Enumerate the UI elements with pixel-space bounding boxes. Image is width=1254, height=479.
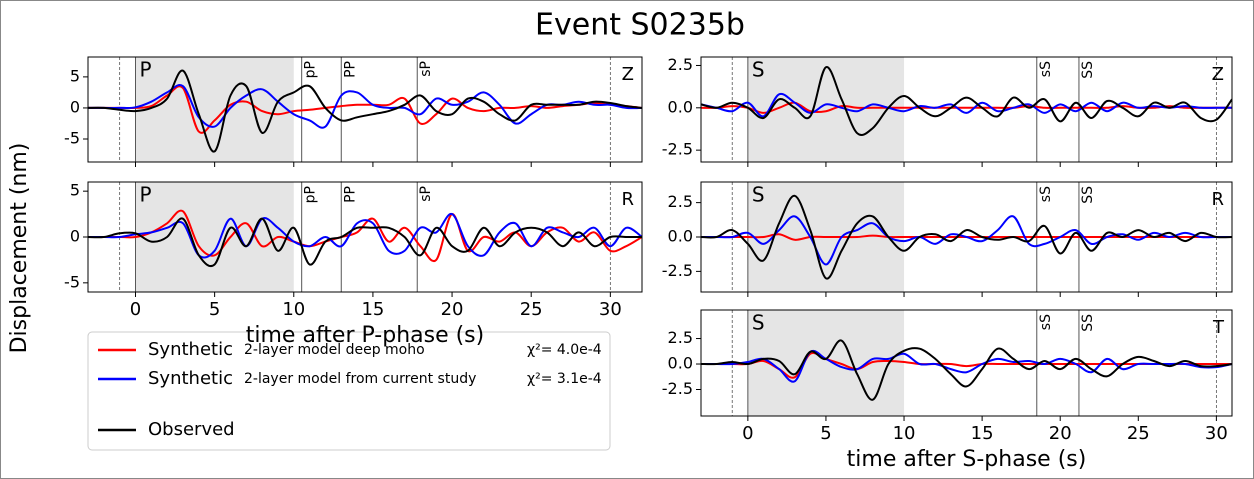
phase-label: S [752, 311, 765, 335]
y-axis-label: Displacement (nm) [7, 143, 32, 354]
traces [701, 339, 1232, 401]
phase-line-label: PP [342, 186, 358, 203]
x-tick-label: 30 [599, 299, 622, 320]
y-tick-label: 0 [70, 97, 80, 116]
x-tick-label: 30 [1205, 423, 1228, 444]
panel-frame [700, 309, 1233, 417]
component-label: Z [622, 64, 634, 85]
legend-label: Synthetic [148, 339, 233, 360]
x-tick-label: 10 [282, 299, 305, 320]
x-tick-label: 25 [1127, 423, 1150, 444]
x-tick-label: 0 [742, 423, 753, 444]
x-tick-label: 15 [361, 299, 384, 320]
phase-line-label: pP [303, 186, 319, 203]
component-label: R [621, 189, 634, 210]
phase-line-label: SS [1080, 314, 1096, 332]
phase-label: S [752, 183, 765, 207]
component-label: Z [1212, 64, 1224, 85]
component-label: R [1211, 189, 1224, 210]
phase-label: P [139, 183, 151, 207]
phase-line-label: SS [1080, 61, 1096, 79]
y-tick-label: 0 [70, 227, 80, 246]
x-tick-label: 5 [209, 299, 220, 320]
analysis-window [135, 182, 294, 292]
phase-line-label: sP [418, 186, 434, 202]
x-tick-label: 25 [520, 299, 543, 320]
y-tick-label: -2.5 [662, 261, 693, 280]
y-tick-label: -2.5 [662, 140, 693, 159]
y-tick-label: -2.5 [662, 379, 693, 398]
waveform [701, 215, 1232, 266]
panel-frame [700, 56, 1233, 163]
waveform [701, 92, 1232, 118]
analysis-window [135, 57, 294, 162]
figure-title: Event S0235b [535, 8, 745, 43]
y-tick-label: -5 [64, 272, 80, 291]
legend-box [87, 331, 611, 451]
x-tick-label: 15 [971, 423, 994, 444]
y-tick-label: 2.5 [668, 55, 693, 74]
phase-line-label: sS [1038, 314, 1054, 330]
x-tick-label: 10 [893, 423, 916, 444]
y-tick-label: 0.0 [668, 227, 693, 246]
legend-fit: χ²= 4.0e-4 [527, 342, 602, 358]
waveform [701, 349, 1232, 383]
waveform [88, 209, 642, 263]
analysis-window [747, 310, 905, 416]
y-tick-label: 0.0 [668, 354, 693, 373]
waveform [701, 339, 1232, 401]
phase-label: S [752, 58, 765, 82]
phase-label: P [139, 58, 151, 82]
panel-frame [87, 56, 643, 163]
y-tick-label: -5 [64, 129, 80, 148]
phase-line-label: PP [342, 61, 358, 78]
phase-line-label: SS [1080, 186, 1096, 204]
legend-label: Observed [148, 419, 235, 440]
x-tick-label: 0 [130, 299, 141, 320]
x-axis-label: time after P-phase (s) [246, 323, 484, 348]
phase-line-label: sS [1038, 61, 1054, 77]
traces [88, 209, 642, 268]
traces [701, 66, 1232, 137]
y-tick-label: 5 [70, 181, 80, 200]
x-tick-label: 5 [820, 423, 831, 444]
x-tick-label: 20 [1049, 423, 1072, 444]
y-tick-label: 0.0 [668, 97, 693, 116]
component-label: T [1212, 317, 1225, 338]
waveform [701, 66, 1232, 137]
waveform [701, 194, 1232, 280]
traces [88, 69, 642, 153]
legend-note: 2-layer model deep moho [244, 342, 425, 358]
waveform [88, 217, 642, 268]
waveform [88, 85, 642, 134]
waveform [88, 213, 642, 259]
y-tick-label: 2.5 [668, 192, 693, 211]
y-tick-label: 2.5 [668, 328, 693, 347]
waveform [88, 69, 642, 153]
phase-line-label: sS [1038, 186, 1054, 202]
y-tick-label: 5 [70, 66, 80, 85]
phase-line-label: sP [418, 61, 434, 77]
legend-label: Synthetic [148, 368, 233, 389]
legend-note: 2-layer model from current study [244, 371, 476, 387]
phase-line-label: pP [303, 61, 319, 78]
traces [701, 194, 1232, 280]
x-axis-label: time after S-phase (s) [847, 447, 1087, 472]
legend-fit: χ²= 3.1e-4 [527, 371, 602, 387]
x-tick-label: 20 [441, 299, 464, 320]
